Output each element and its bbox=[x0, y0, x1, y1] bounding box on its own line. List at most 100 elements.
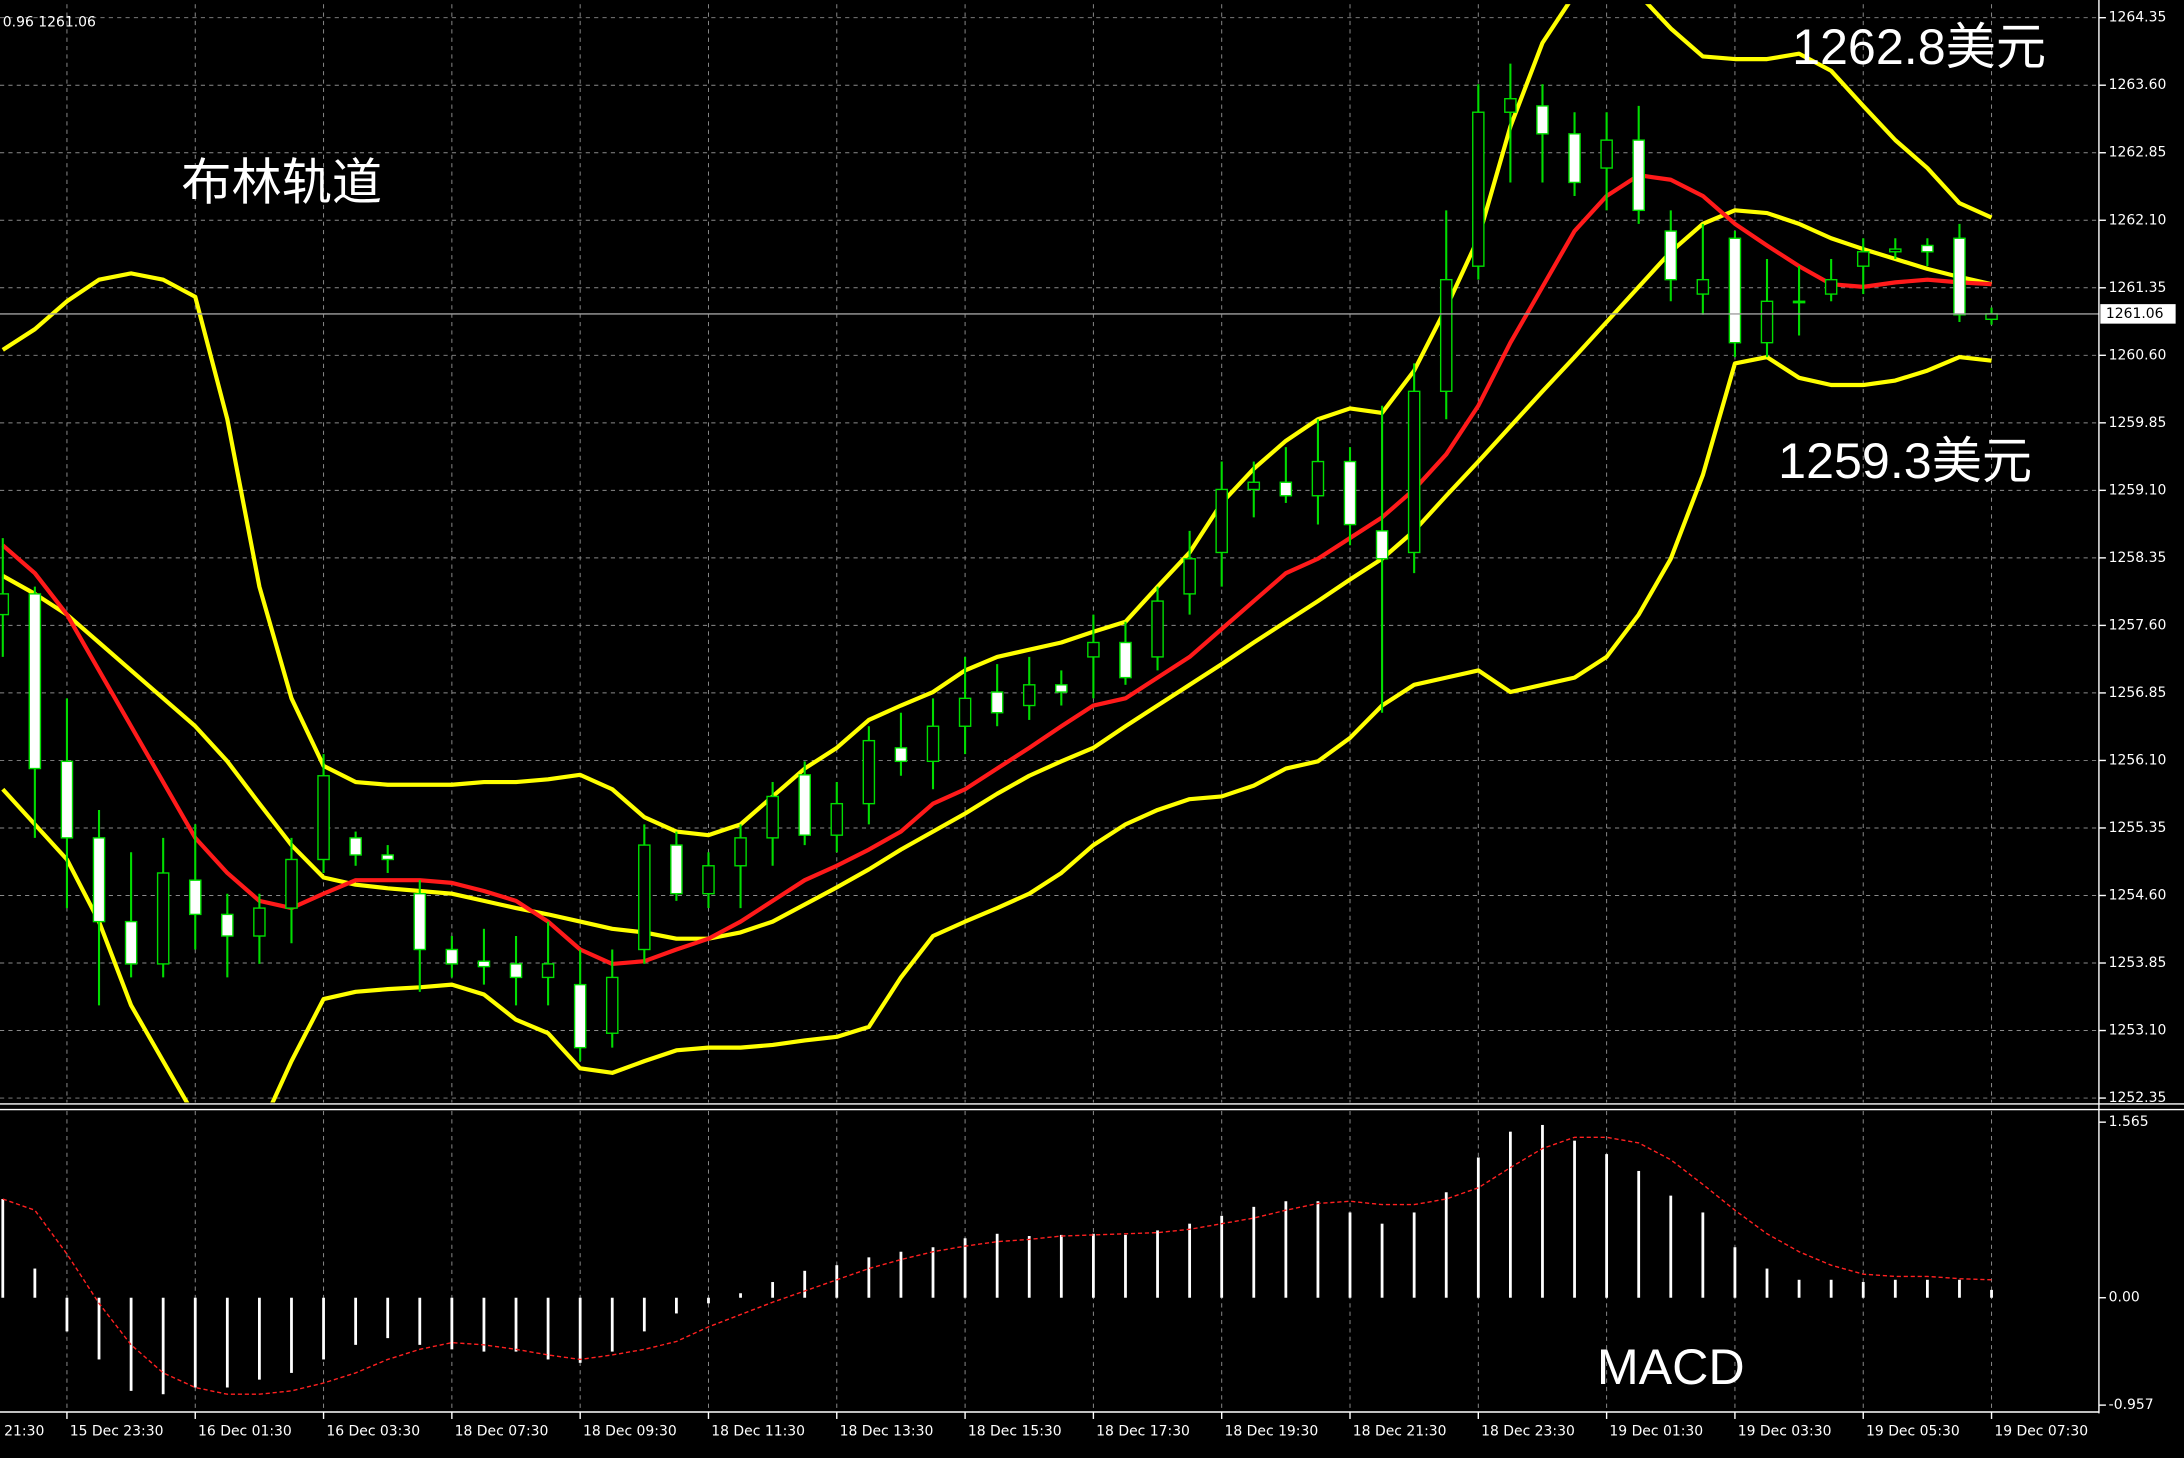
macd-bar bbox=[1541, 1124, 1544, 1298]
candle-body bbox=[1792, 300, 1806, 304]
candle-body bbox=[1472, 111, 1485, 267]
candle-body bbox=[798, 774, 811, 836]
y-tick-label: 1.565 bbox=[2109, 1114, 2149, 1130]
macd-bar bbox=[1316, 1201, 1320, 1298]
candle-body bbox=[926, 725, 940, 763]
candle-body bbox=[60, 760, 74, 839]
macd-bar bbox=[1284, 1201, 1288, 1298]
candle-body bbox=[1119, 641, 1132, 679]
price-panel bbox=[0, 4, 2099, 1103]
candle-body bbox=[1343, 460, 1357, 526]
candle-body bbox=[1407, 390, 1421, 554]
last-price-label: 1261.06 bbox=[2106, 306, 2164, 322]
candle-body bbox=[28, 593, 42, 770]
macd-bar bbox=[1733, 1247, 1737, 1298]
candle-body bbox=[1055, 684, 1068, 693]
candle-body bbox=[285, 858, 298, 909]
macd-bar bbox=[642, 1297, 646, 1332]
x-tick-label: 19 Dec 01:30 bbox=[1609, 1424, 1703, 1440]
x-tick-label: 16 Dec 03:30 bbox=[326, 1424, 420, 1440]
macd-bar bbox=[963, 1238, 967, 1298]
candle-body bbox=[1728, 237, 1742, 344]
macd-bar bbox=[482, 1297, 486, 1352]
annotation: 布林轨道 bbox=[181, 154, 382, 210]
candle-body bbox=[734, 837, 747, 867]
candle-body bbox=[1568, 133, 1581, 184]
macd-bar bbox=[1990, 1289, 1993, 1298]
x-tick-label: 19 Dec 07:30 bbox=[1994, 1424, 2088, 1440]
macd-bar bbox=[867, 1257, 871, 1298]
x-tick-label: 18 Dec 19:30 bbox=[1224, 1424, 1318, 1440]
y-tick-label: 1260.60 bbox=[2109, 347, 2167, 363]
candle-body bbox=[124, 920, 138, 965]
macd-bar bbox=[995, 1233, 999, 1298]
macd-bar bbox=[225, 1297, 229, 1388]
x-tick-label: 18 Dec 07:30 bbox=[455, 1424, 549, 1440]
macd-bar bbox=[1605, 1154, 1609, 1298]
candle-body bbox=[156, 872, 170, 965]
y-tick-label: 1254.60 bbox=[2109, 887, 2167, 903]
macd-panel bbox=[1, 1110, 1993, 1411]
macd-bar bbox=[193, 1297, 197, 1388]
y-tick-label: 1264.35 bbox=[2109, 10, 2167, 26]
last-price-box bbox=[2100, 304, 2176, 324]
macd-bar bbox=[1220, 1215, 1224, 1298]
candle-body bbox=[830, 802, 844, 836]
macd-bar bbox=[418, 1297, 422, 1345]
candle-body bbox=[573, 983, 587, 1049]
y-tick-label: 1256.10 bbox=[2109, 752, 2167, 768]
macd-bar bbox=[1893, 1279, 1897, 1298]
macd-bar bbox=[1958, 1279, 1961, 1298]
candle-body bbox=[541, 963, 555, 979]
candle-body bbox=[92, 837, 106, 923]
candle-body bbox=[477, 960, 491, 968]
macd-bar bbox=[1861, 1282, 1865, 1298]
candle-body bbox=[1953, 237, 1966, 316]
candle-body bbox=[1375, 530, 1389, 560]
macd-bar bbox=[578, 1297, 582, 1363]
annotation: MACD bbox=[1597, 1339, 1745, 1395]
candle-body bbox=[1696, 278, 1710, 295]
macd-bar bbox=[899, 1251, 903, 1298]
x-tick-label: 18 Dec 23:30 bbox=[1481, 1424, 1575, 1440]
candle-body bbox=[1151, 600, 1164, 658]
macd-bar bbox=[739, 1293, 742, 1298]
candle-body bbox=[702, 865, 715, 895]
candle-body bbox=[1824, 278, 1838, 295]
candle-body bbox=[1536, 105, 1549, 135]
annotation: 1259.3美元 bbox=[1778, 433, 2032, 489]
y-tick-label: 1259.85 bbox=[2109, 415, 2167, 431]
macd-bar bbox=[1156, 1230, 1159, 1298]
candle-body bbox=[1087, 641, 1100, 658]
macd-bar bbox=[450, 1297, 454, 1350]
macd-bar bbox=[1701, 1212, 1705, 1298]
candle-body bbox=[638, 844, 651, 951]
macd-bar bbox=[1508, 1131, 1512, 1298]
candle-body bbox=[605, 976, 619, 1034]
candle-body bbox=[958, 697, 972, 727]
x-tick-label: 19 Dec 05:30 bbox=[1866, 1424, 1960, 1440]
macd-bar bbox=[33, 1268, 37, 1298]
macd-bar bbox=[707, 1297, 710, 1304]
indicator-line bbox=[1, 173, 1992, 967]
x-tick-label: 18 Dec 13:30 bbox=[840, 1424, 934, 1440]
indicator-line bbox=[1, 355, 1992, 1103]
macd-bar bbox=[931, 1247, 935, 1298]
candle-body bbox=[1247, 481, 1261, 491]
macd-bar bbox=[1476, 1157, 1480, 1298]
candle-body bbox=[766, 795, 779, 839]
candle-body bbox=[1985, 313, 1998, 320]
y-tick-label: 1262.10 bbox=[2109, 212, 2167, 228]
macd-bar bbox=[1027, 1236, 1031, 1298]
candle-body bbox=[894, 747, 908, 763]
macd-bar bbox=[65, 1297, 69, 1332]
macd-bar bbox=[1573, 1140, 1576, 1298]
macd-bar bbox=[835, 1265, 839, 1298]
y-tick-label: 0.00 bbox=[2109, 1290, 2140, 1306]
y-tick-label: 1256.85 bbox=[2109, 685, 2167, 701]
macd-bar bbox=[1765, 1268, 1769, 1298]
candle-body bbox=[1760, 300, 1774, 344]
y-tick-label: 1263.60 bbox=[2109, 77, 2167, 93]
